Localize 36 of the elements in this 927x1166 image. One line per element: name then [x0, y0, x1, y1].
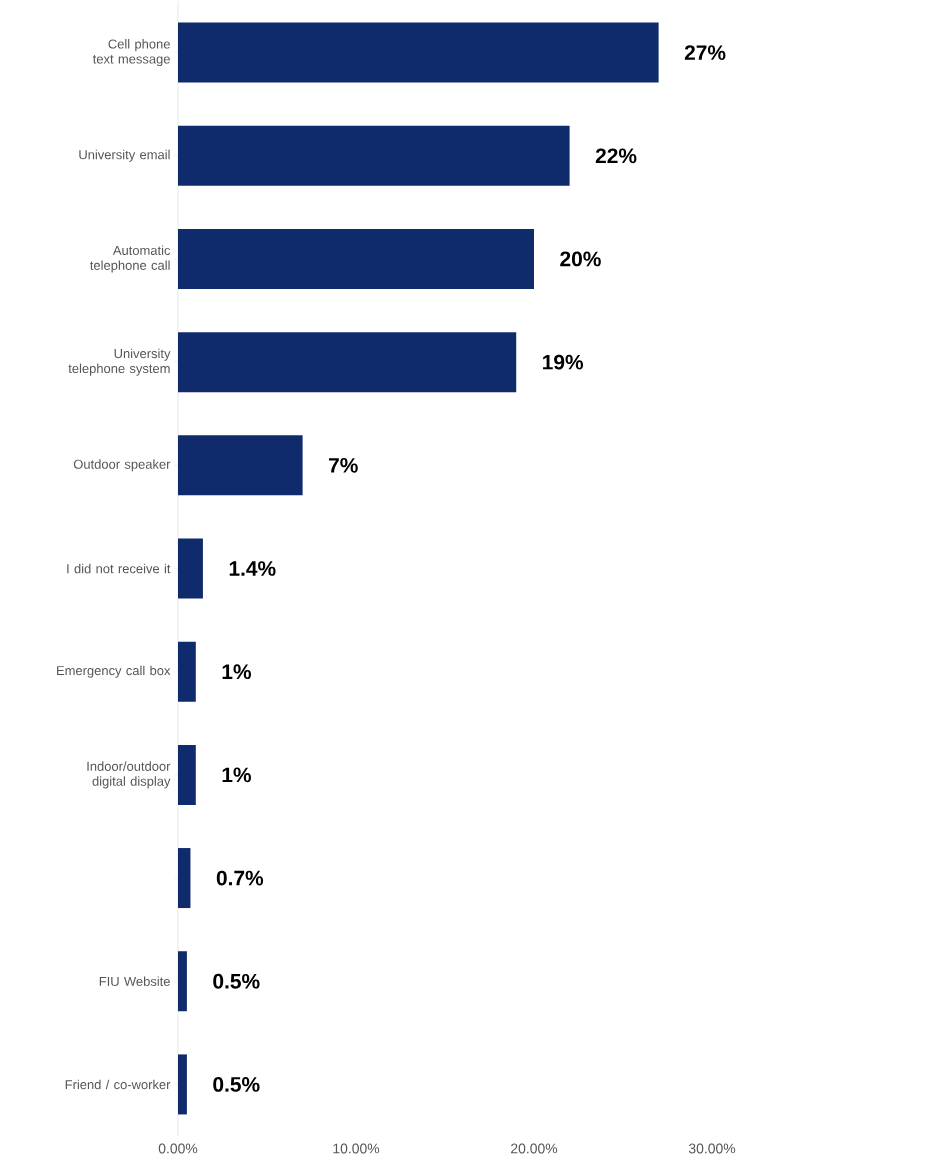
y-tick-label: FIU Website [99, 976, 170, 986]
y-tick-label: Cell phone text message [92, 39, 170, 67]
y-tick-label: I did not receive it [67, 563, 171, 574]
y-tick-label: Indoor/outdoor digital display [87, 761, 171, 789]
bar [178, 848, 191, 909]
data-label: 0.7% [216, 870, 264, 886]
data-label: 1% [222, 664, 251, 680]
bar [178, 125, 570, 186]
y-tick-label: Outdoor speaker [73, 459, 171, 472]
data-label: 19% [543, 354, 584, 370]
data-label: 0.5% [213, 973, 260, 989]
data-label: 22% [595, 148, 637, 164]
data-label: 20% [560, 251, 601, 267]
bar [178, 744, 196, 805]
data-label: 1.4% [229, 561, 276, 576]
bar [178, 435, 303, 496]
y-tick-label: Friend / co-worker [65, 1079, 171, 1090]
x-tick-label: 10.00% [333, 1143, 380, 1154]
x-tick-label: 30.00% [688, 1143, 736, 1154]
bar [178, 332, 517, 393]
y-tick-label: University telephone system [68, 348, 171, 376]
y-tick-label: Automatic telephone call [90, 245, 171, 273]
x-tick-label: 0.00% [158, 1143, 198, 1154]
data-label: 1% [222, 767, 251, 783]
y-tick-label: Emergency call box [57, 665, 171, 678]
bar [178, 641, 196, 702]
y-tick-label: University email [79, 149, 170, 162]
bar [178, 951, 187, 1012]
x-tick-label: 20.00% [511, 1143, 558, 1154]
bar [178, 1054, 187, 1115]
data-label: 7% [329, 457, 358, 473]
bar [178, 22, 659, 83]
bar [178, 228, 534, 289]
data-label: 0.5% [213, 1077, 260, 1092]
bar [178, 538, 203, 599]
data-label: 27% [684, 45, 726, 60]
